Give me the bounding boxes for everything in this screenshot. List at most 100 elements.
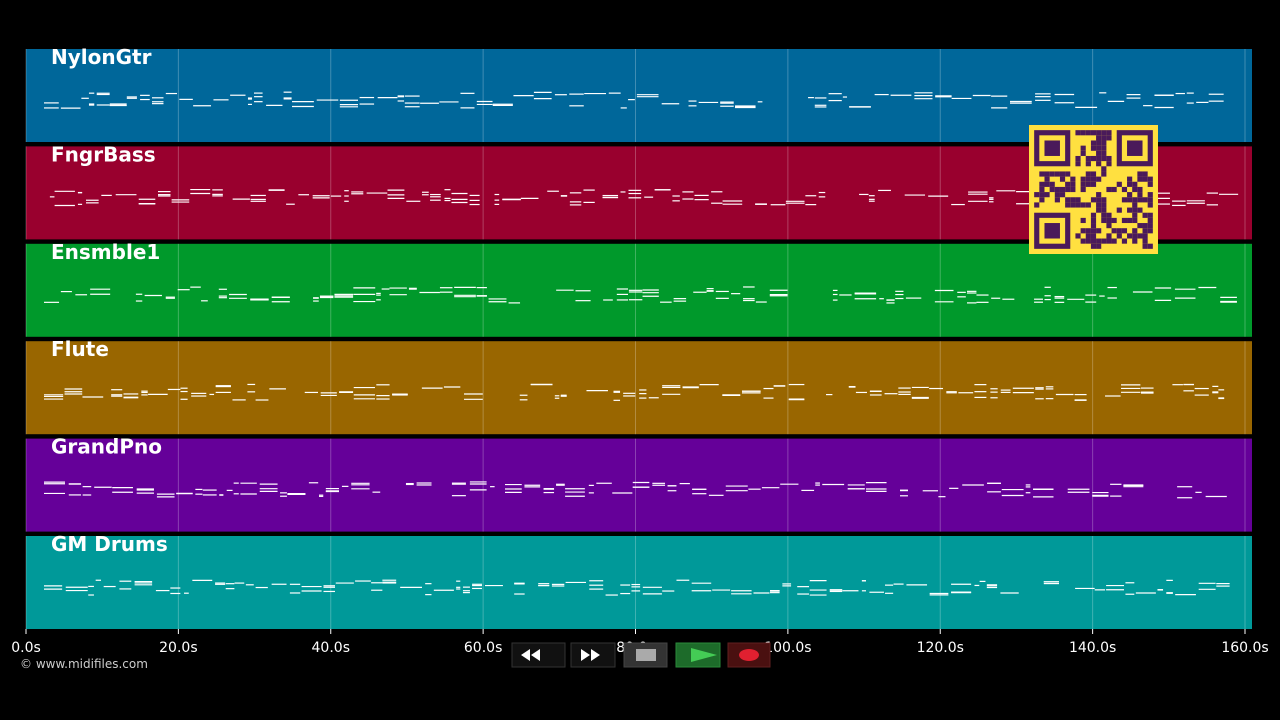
qr-cell bbox=[1096, 192, 1102, 198]
qr-cell bbox=[1137, 176, 1143, 182]
qr-cell bbox=[1096, 155, 1102, 162]
qr-cell bbox=[1090, 223, 1097, 229]
qr-cell bbox=[1065, 186, 1071, 193]
qr-cell bbox=[1080, 130, 1086, 136]
qr-cell bbox=[1075, 233, 1081, 239]
qr-finder-core bbox=[1127, 140, 1143, 156]
track-lane bbox=[26, 536, 1252, 629]
qr-cell bbox=[1132, 217, 1138, 224]
qr-cell bbox=[1106, 223, 1112, 229]
qr-cell bbox=[1065, 197, 1071, 203]
qr-cell bbox=[1147, 192, 1153, 198]
qr-cell bbox=[1132, 238, 1138, 244]
qr-cell bbox=[1065, 171, 1071, 177]
qr-cell bbox=[1096, 145, 1102, 151]
qr-cell bbox=[1101, 238, 1107, 244]
qr-cell bbox=[1080, 150, 1086, 156]
qr-cell bbox=[1142, 171, 1148, 177]
qr-cell bbox=[1132, 186, 1138, 193]
x-tick-label: 60.0s bbox=[464, 640, 502, 656]
notes bbox=[44, 481, 1227, 499]
qr-cell bbox=[1070, 186, 1076, 193]
qr-cell bbox=[1121, 238, 1128, 244]
qr-cell bbox=[1111, 217, 1117, 224]
record-button[interactable] bbox=[727, 642, 771, 668]
qr-cell bbox=[1090, 155, 1097, 162]
qr-cell bbox=[1090, 145, 1097, 151]
copyright: © www.midifiles.com bbox=[20, 657, 148, 671]
qr-cell bbox=[1137, 186, 1143, 193]
qr-cell bbox=[1101, 166, 1107, 172]
qr-cell bbox=[1080, 186, 1086, 193]
qr-cell bbox=[1116, 233, 1122, 239]
track-name: GM Drums bbox=[51, 532, 168, 556]
qr-cell bbox=[1090, 238, 1097, 244]
qr-cell bbox=[1054, 192, 1060, 198]
qr-cell bbox=[1054, 197, 1060, 203]
qr-cell bbox=[1147, 181, 1153, 187]
qr-cell bbox=[1075, 202, 1081, 208]
qr-cell bbox=[1127, 192, 1133, 198]
qr-cell bbox=[1070, 202, 1076, 208]
qr-cell bbox=[1127, 217, 1133, 224]
qr-cell bbox=[1147, 223, 1153, 229]
qr-cell bbox=[1080, 217, 1086, 224]
qr-cell bbox=[1111, 186, 1117, 193]
qr-cell bbox=[1085, 238, 1091, 244]
qr-cell bbox=[1096, 135, 1102, 141]
qr-cell bbox=[1070, 197, 1076, 203]
qr-cell bbox=[1116, 181, 1122, 187]
qr-cell bbox=[1147, 217, 1153, 224]
qr-cell bbox=[1142, 223, 1148, 229]
qr-cell bbox=[1147, 212, 1153, 218]
qr-cell bbox=[1101, 140, 1107, 146]
qr-cell bbox=[1090, 212, 1097, 218]
track-lane bbox=[26, 438, 1252, 532]
qr-finder bbox=[1034, 212, 1071, 249]
qr-cell bbox=[1080, 176, 1086, 182]
rewind-icon bbox=[521, 649, 540, 661]
qr-cell bbox=[1127, 233, 1133, 239]
qr-cell bbox=[1059, 192, 1066, 198]
track-name: Flute bbox=[51, 337, 109, 361]
qr-cell bbox=[1121, 217, 1128, 224]
qr-cell bbox=[1065, 202, 1071, 208]
record-icon bbox=[739, 649, 759, 661]
qr-cell bbox=[1090, 140, 1097, 146]
qr-cell bbox=[1121, 228, 1128, 234]
stop-button[interactable] bbox=[623, 642, 668, 668]
qr-cell bbox=[1116, 228, 1122, 234]
qr-cell bbox=[1090, 197, 1097, 203]
qr-cell bbox=[1085, 171, 1091, 177]
qr-cell bbox=[1096, 150, 1102, 156]
x-tick-label: 160.0s bbox=[1221, 640, 1268, 656]
qr-cell bbox=[1147, 176, 1153, 182]
qr-cell bbox=[1090, 171, 1097, 177]
qr-cell bbox=[1096, 228, 1102, 234]
qr-cell bbox=[1090, 176, 1097, 182]
notes bbox=[44, 383, 1225, 401]
notes bbox=[44, 91, 1224, 109]
qr-cell bbox=[1070, 181, 1076, 187]
qr-cell bbox=[1085, 161, 1091, 167]
x-tick-label: 0.0s bbox=[11, 640, 41, 656]
transport bbox=[511, 642, 771, 668]
track-name: GrandPno bbox=[51, 435, 162, 459]
qr-cell bbox=[1090, 130, 1097, 136]
qr-cell bbox=[1142, 243, 1148, 249]
qr-cell bbox=[1044, 181, 1050, 187]
qr-cell bbox=[1080, 228, 1086, 234]
qr-cell bbox=[1034, 192, 1040, 198]
qr-cell bbox=[1039, 186, 1045, 193]
qr-cell bbox=[1101, 197, 1107, 203]
qr-cell bbox=[1142, 228, 1148, 234]
x-tick-label: 120.0s bbox=[917, 640, 964, 656]
qr-cell bbox=[1075, 155, 1081, 162]
qr-cell bbox=[1101, 150, 1107, 156]
rewind-button[interactable] bbox=[511, 642, 566, 668]
qr-cell bbox=[1106, 212, 1112, 218]
qr-cell bbox=[1044, 192, 1050, 198]
notes bbox=[44, 286, 1237, 304]
qr-cell bbox=[1085, 233, 1091, 239]
